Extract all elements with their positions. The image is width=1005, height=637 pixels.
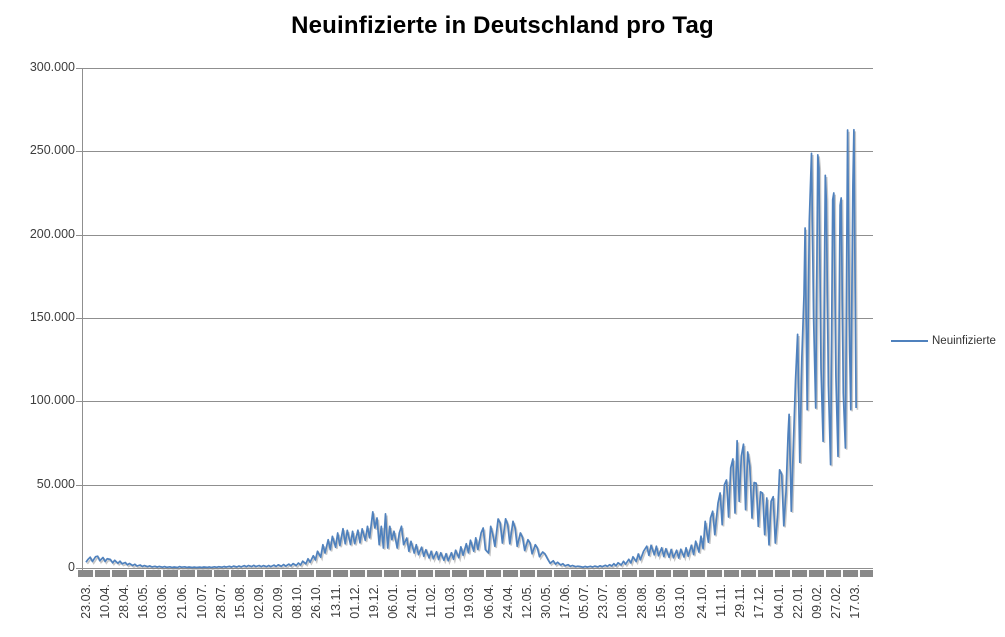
y-axis-tick: [76, 401, 82, 403]
x-axis-bar: [78, 570, 873, 577]
y-axis-label: 50.000: [36, 476, 75, 491]
legend-label: Neuinfizierte: [932, 335, 996, 347]
gridline: [82, 234, 873, 236]
gridline: [82, 401, 873, 403]
y-axis-tick: [76, 318, 82, 319]
legend: Neuinfizierte: [891, 333, 996, 349]
y-axis-tick: [76, 484, 82, 486]
gridline: [82, 484, 873, 486]
y-axis-tick: [76, 151, 82, 153]
legend-line-sample: [891, 339, 928, 343]
y-axis-tick: [76, 568, 82, 569]
chart-title: Neuinfizierte in Deutschland pro Tag: [291, 12, 714, 39]
gridline: [82, 318, 873, 319]
y-axis-line: [82, 68, 83, 577]
y-axis-label: 150.000: [29, 310, 75, 324]
series-line-shadow: [86, 131, 859, 571]
y-axis-tick: [76, 68, 82, 69]
y-axis-label: 250.000: [29, 143, 75, 158]
y-axis-label: 300.000: [29, 60, 75, 74]
gridline: [82, 151, 873, 153]
gridline: [82, 568, 873, 569]
y-axis-label: 0: [68, 560, 75, 574]
y-axis-tick: [76, 234, 82, 236]
y-axis-label: 200.000: [29, 226, 75, 241]
gridline: [82, 68, 873, 69]
series-line: [85, 128, 857, 569]
y-axis-label: 100.000: [29, 393, 75, 408]
